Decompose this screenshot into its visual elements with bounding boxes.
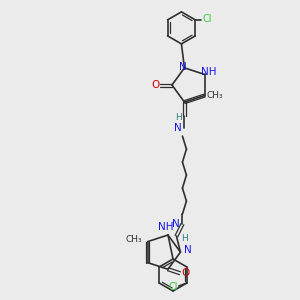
Text: N: N	[174, 123, 181, 133]
Text: NH: NH	[158, 222, 174, 232]
Text: Cl: Cl	[168, 282, 178, 292]
Text: O: O	[152, 80, 160, 90]
Text: CH₃: CH₃	[206, 91, 223, 100]
Text: H: H	[181, 234, 188, 243]
Text: N: N	[172, 219, 179, 229]
Text: Cl: Cl	[202, 14, 212, 24]
Text: N: N	[184, 245, 191, 255]
Text: H: H	[175, 112, 182, 122]
Text: O: O	[181, 268, 189, 278]
Text: CH₃: CH₃	[126, 235, 142, 244]
Text: N: N	[178, 62, 186, 72]
Text: NH: NH	[201, 68, 216, 77]
